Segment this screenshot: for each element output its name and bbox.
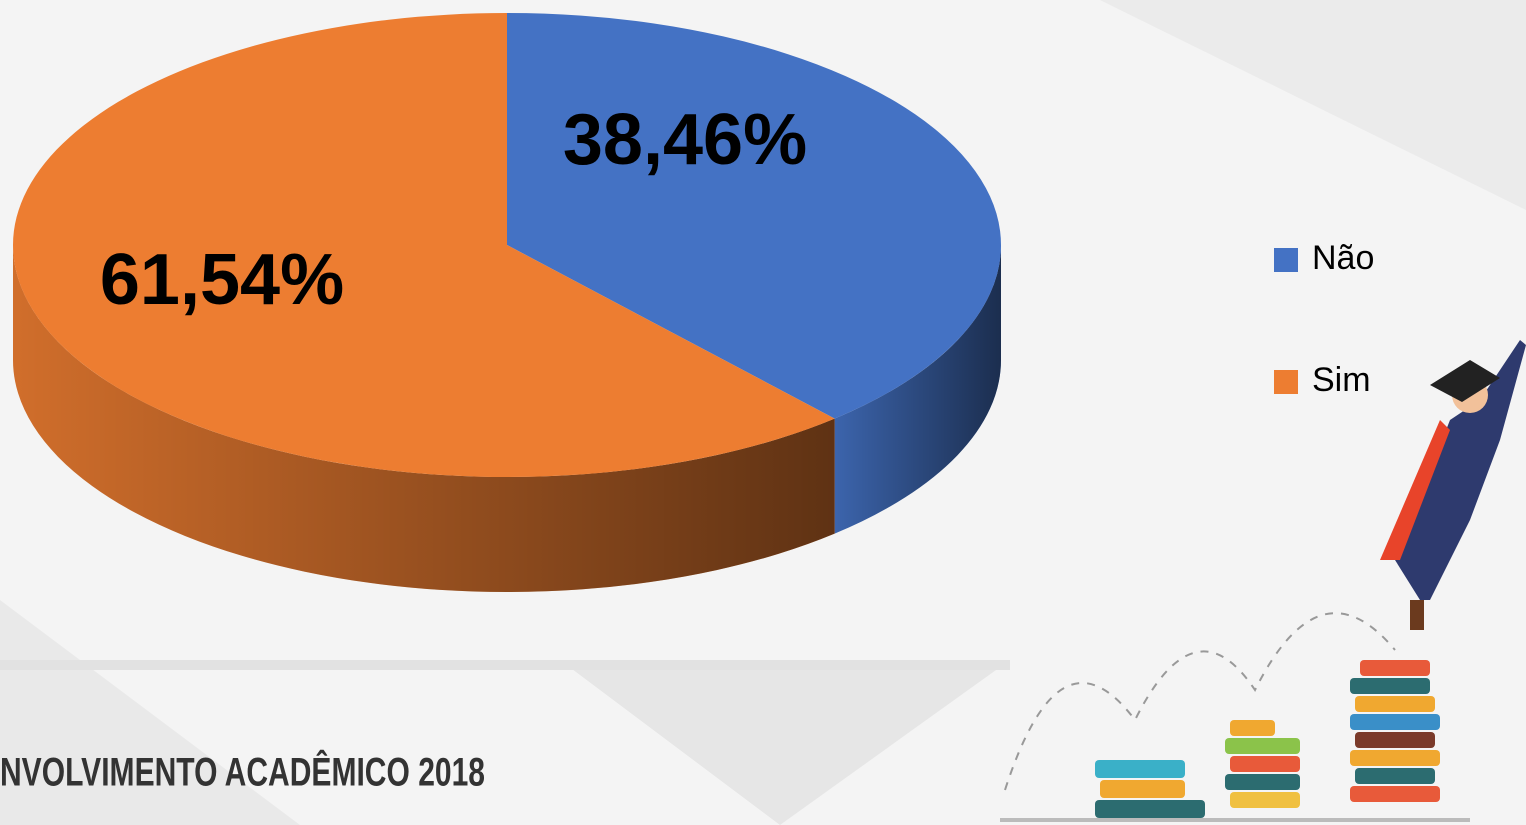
legend-label: Não: [1312, 239, 1374, 277]
data-label: 61,54%: [100, 240, 344, 320]
pie-chart: 38,46% 61,54%: [13, 13, 1001, 592]
legend-swatch: [1274, 370, 1298, 394]
data-label: 38,46%: [563, 100, 807, 180]
footer-text: NVOLVIMENTO ACADÊMICO 2018: [0, 749, 485, 795]
slide: NVOLVIMENTO ACADÊMICO 2018 38,46%61,54% …: [0, 0, 1526, 825]
legend-label: Sim: [1312, 361, 1371, 399]
legend-swatch: [1274, 248, 1298, 272]
